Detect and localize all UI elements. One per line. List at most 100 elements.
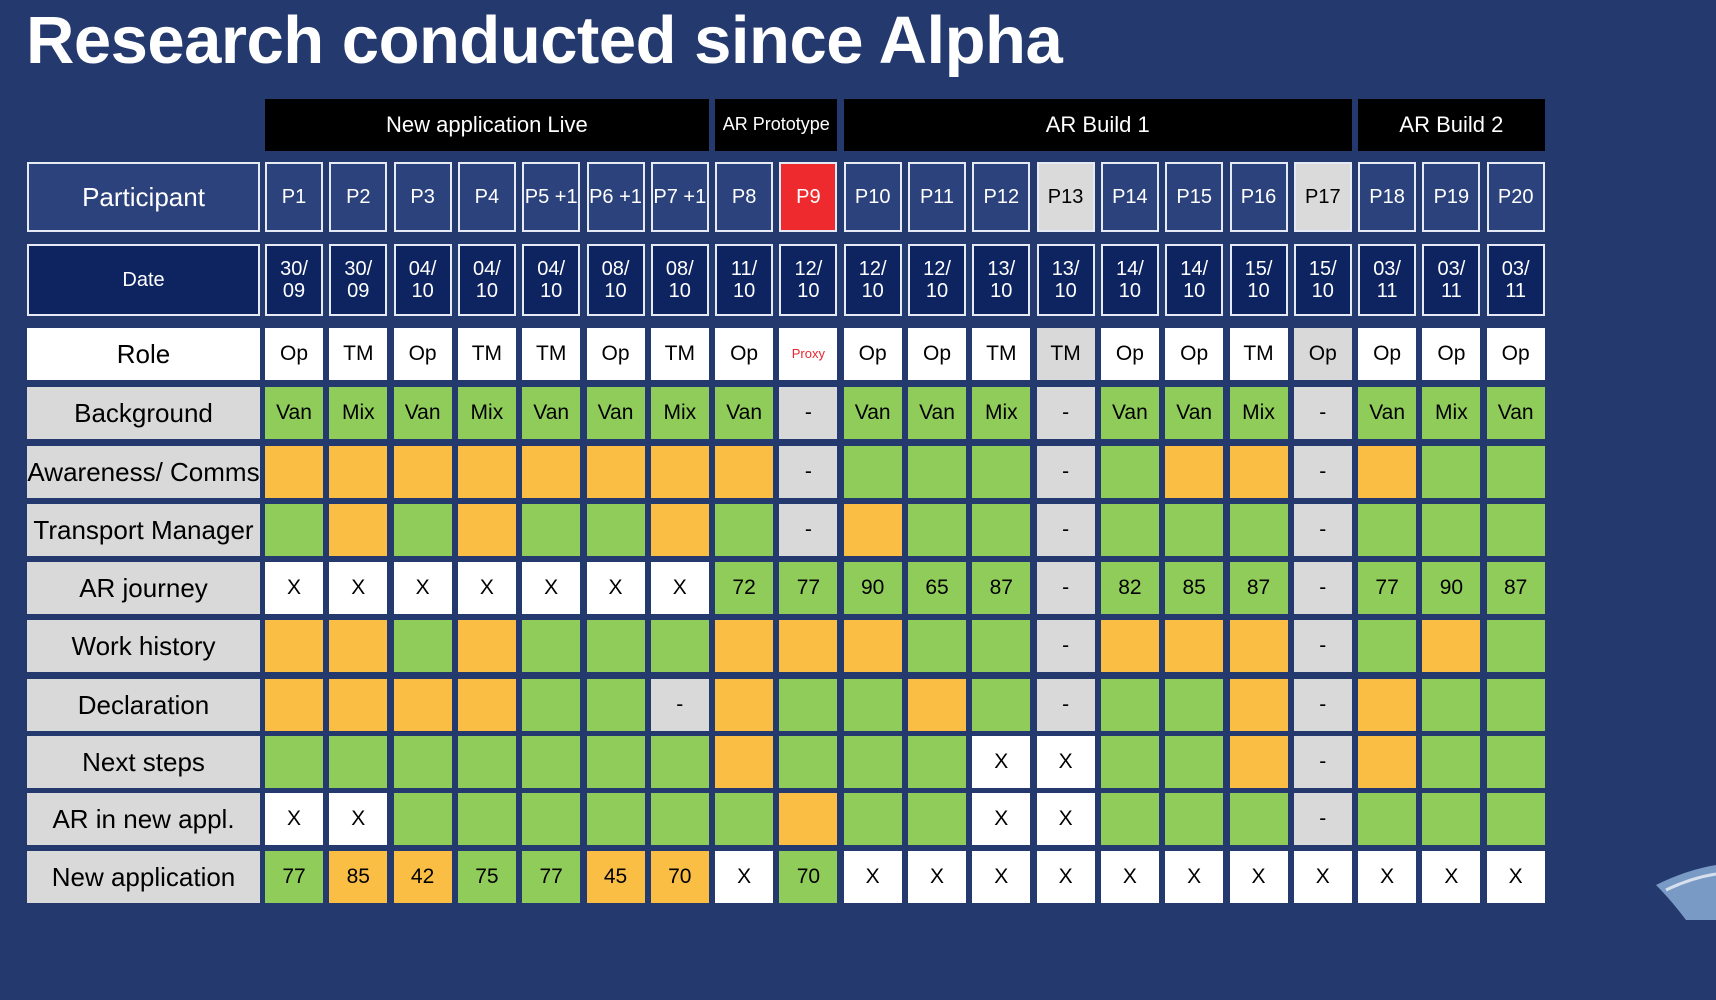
table-cell: 75 bbox=[457, 851, 516, 903]
participant-cell: P4 bbox=[457, 162, 516, 232]
row-label: Background bbox=[27, 387, 260, 439]
table-cell bbox=[393, 620, 452, 672]
table-cell bbox=[393, 736, 452, 788]
date-cell: 03/ 11 bbox=[1358, 244, 1417, 316]
row-label: Next steps bbox=[27, 736, 260, 788]
table-cell bbox=[1100, 620, 1159, 672]
date-cell: 03/ 11 bbox=[1422, 244, 1481, 316]
date-cell: 15/ 10 bbox=[1293, 244, 1352, 316]
table-cell bbox=[457, 620, 516, 672]
table-cell bbox=[1486, 446, 1545, 498]
table-cell bbox=[265, 620, 323, 672]
table-cell: - bbox=[1036, 620, 1095, 672]
participant-cell: P2 bbox=[329, 162, 388, 232]
table-cell bbox=[1165, 679, 1224, 731]
table-cell bbox=[650, 793, 709, 845]
table-cell: X bbox=[843, 851, 902, 903]
table-cell: Van bbox=[1165, 387, 1224, 439]
date-cell: 08/ 10 bbox=[650, 244, 709, 316]
row-label: Role bbox=[27, 328, 260, 380]
table-cell bbox=[650, 446, 709, 498]
table-cell bbox=[522, 504, 581, 556]
date-cell: 12/ 10 bbox=[908, 244, 966, 316]
participant-cell: P8 bbox=[715, 162, 774, 232]
participant-cell: P6 +1 bbox=[586, 162, 645, 232]
table-cell: - bbox=[1036, 562, 1095, 614]
table-cell: 42 bbox=[393, 851, 452, 903]
row-label: Transport Manager bbox=[27, 504, 260, 556]
table-cell: - bbox=[1036, 679, 1095, 731]
table-cell bbox=[843, 446, 902, 498]
table-cell bbox=[843, 504, 902, 556]
table-cell bbox=[1229, 679, 1288, 731]
participant-cell: P11 bbox=[908, 162, 966, 232]
table-cell bbox=[457, 793, 516, 845]
table-cell: 70 bbox=[650, 851, 709, 903]
table-cell bbox=[265, 446, 323, 498]
table-cell bbox=[265, 736, 323, 788]
date-cell: 13/ 10 bbox=[1036, 244, 1095, 316]
table-cell bbox=[457, 504, 516, 556]
date-cell: 04/ 10 bbox=[393, 244, 452, 316]
participant-cell: P10 bbox=[843, 162, 902, 232]
table-cell bbox=[908, 446, 966, 498]
table-cell: Op bbox=[265, 328, 323, 380]
table-cell bbox=[715, 504, 774, 556]
table-cell bbox=[457, 446, 516, 498]
table-cell bbox=[1100, 793, 1159, 845]
table-cell: X bbox=[1422, 851, 1481, 903]
table-cell: X bbox=[1165, 851, 1224, 903]
row-label: AR in new appl. bbox=[27, 793, 260, 845]
date-cell: 04/ 10 bbox=[457, 244, 516, 316]
table-cell: 87 bbox=[1229, 562, 1288, 614]
participant-cell: P18 bbox=[1358, 162, 1417, 232]
group-header: AR Build 2 bbox=[1358, 99, 1545, 151]
table-cell bbox=[1422, 793, 1481, 845]
page-title: Research conducted since Alpha bbox=[26, 3, 1063, 78]
table-cell bbox=[972, 446, 1031, 498]
table-cell: Mix bbox=[457, 387, 516, 439]
table-cell bbox=[779, 793, 838, 845]
table-cell: X bbox=[457, 562, 516, 614]
research-table: New application Live AR Prototype AR Build… bbox=[27, 99, 1679, 993]
table-cell bbox=[1422, 446, 1481, 498]
date-cell: 14/ 10 bbox=[1100, 244, 1159, 316]
participant-cell: P15 bbox=[1165, 162, 1224, 232]
table-cell: X bbox=[1036, 793, 1095, 845]
table-cell: X bbox=[972, 793, 1031, 845]
table-cell: Op bbox=[1358, 328, 1417, 380]
table-cell: TM bbox=[1036, 328, 1095, 380]
table-cell: Op bbox=[715, 328, 774, 380]
table-cell: Op bbox=[1422, 328, 1481, 380]
table-cell: Mix bbox=[1229, 387, 1288, 439]
table-cell: X bbox=[1293, 851, 1352, 903]
table-cell bbox=[1229, 504, 1288, 556]
table-cell bbox=[1486, 736, 1545, 788]
participant-header-label: Participant bbox=[27, 162, 260, 232]
table-cell: - bbox=[779, 387, 838, 439]
table-cell bbox=[393, 446, 452, 498]
participant-cell: P5 +1 bbox=[522, 162, 581, 232]
table-cell bbox=[1358, 736, 1417, 788]
table-cell bbox=[972, 679, 1031, 731]
table-cell bbox=[1422, 736, 1481, 788]
table-cell bbox=[972, 504, 1031, 556]
table-cell bbox=[650, 620, 709, 672]
table-cell bbox=[393, 504, 452, 556]
table-cell: X bbox=[265, 793, 323, 845]
table-cell bbox=[908, 679, 966, 731]
table-cell bbox=[457, 679, 516, 731]
table-cell: Mix bbox=[650, 387, 709, 439]
table-cell bbox=[522, 736, 581, 788]
table-cell: TM bbox=[329, 328, 388, 380]
table-cell: X bbox=[393, 562, 452, 614]
table-cell bbox=[1165, 504, 1224, 556]
table-cell bbox=[1358, 504, 1417, 556]
table-cell bbox=[843, 620, 902, 672]
table-cell: Op bbox=[1293, 328, 1352, 380]
table-cell: 82 bbox=[1100, 562, 1159, 614]
table-cell bbox=[522, 793, 581, 845]
table-cell bbox=[586, 620, 645, 672]
participant-cell: P3 bbox=[393, 162, 452, 232]
table-cell bbox=[586, 679, 645, 731]
